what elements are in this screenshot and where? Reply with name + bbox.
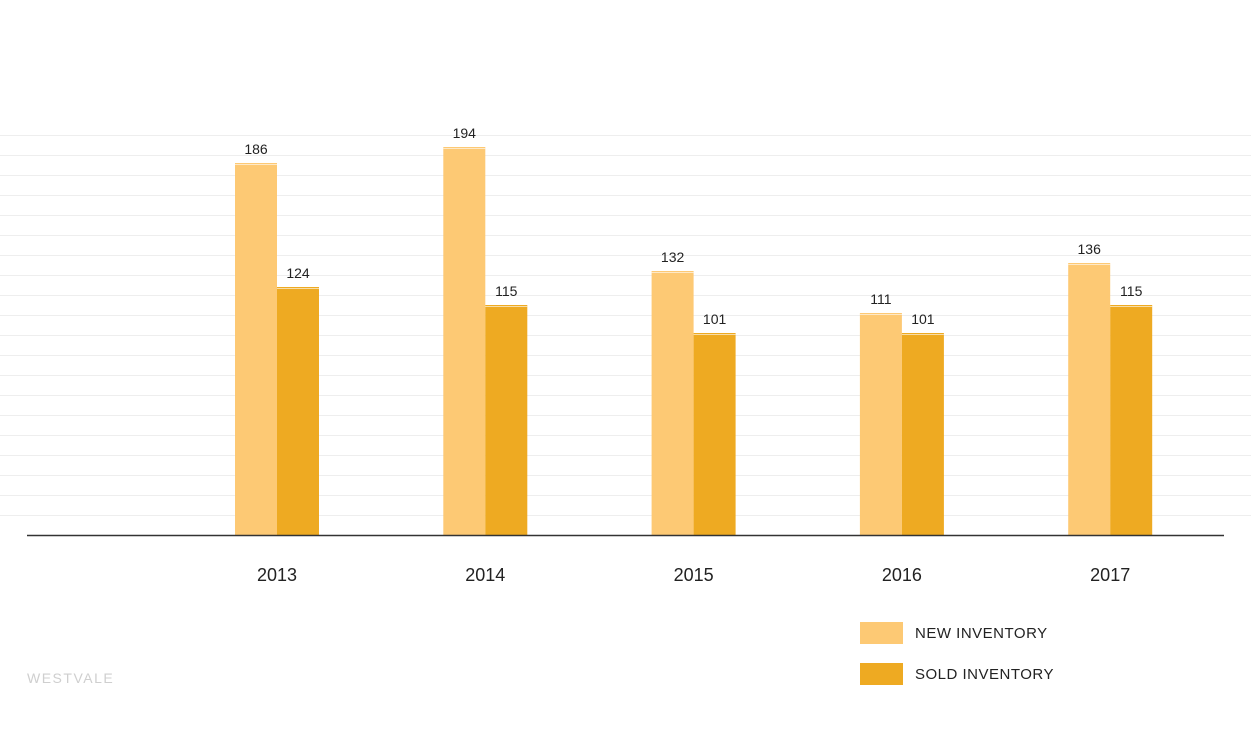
legend-item-new-inventory: NEW INVENTORY: [860, 622, 1054, 644]
x-tick-label-2013: 2013: [257, 565, 297, 585]
data-label-new-2017: 136: [1078, 241, 1102, 257]
x-tick-label-2015: 2015: [674, 565, 714, 585]
bar-sold-2014: [485, 305, 528, 535]
data-label-new-2013: 186: [244, 141, 268, 157]
x-tick-label-2017: 2017: [1090, 565, 1130, 585]
data-label-new-2016: 111: [870, 291, 891, 307]
brand-logo-text: WESTVALE: [27, 670, 115, 686]
bar-sold-2017: [1110, 305, 1153, 535]
legend: NEW INVENTORY SOLD INVENTORY: [860, 622, 1054, 704]
legend-swatch-new: [860, 622, 903, 644]
bar-new-2017: [1068, 263, 1111, 535]
bar-new-2013: [235, 163, 277, 535]
bar-sold-2016: [901, 333, 944, 535]
legend-label-sold: SOLD INVENTORY: [915, 665, 1054, 683]
data-label-sold-2014: 115: [495, 283, 518, 299]
bars: [235, 147, 1153, 535]
bar-sold-2013: [277, 287, 319, 535]
legend-item-sold-inventory: SOLD INVENTORY: [860, 663, 1054, 685]
data-label-new-2014: 194: [453, 125, 477, 141]
data-label-new-2015: 132: [661, 249, 685, 265]
bar-new-2014: [443, 147, 486, 535]
bar-new-2016: [859, 313, 902, 535]
x-tick-labels: 2013 2014 2015 2016 2017: [257, 565, 1130, 585]
data-label-sold-2016: 101: [911, 311, 935, 327]
data-label-sold-2017: 115: [1120, 283, 1143, 299]
data-labels: 186 124 194 115 132 101 111 101 136 115: [244, 125, 1142, 327]
x-tick-label-2014: 2014: [465, 565, 505, 585]
gridlines: [0, 135, 1251, 516]
legend-label-new: NEW INVENTORY: [915, 624, 1048, 642]
bar-new-2015: [651, 271, 694, 535]
bar-sold-2015: [693, 333, 736, 535]
data-label-sold-2015: 101: [703, 311, 727, 327]
data-label-sold-2013: 124: [286, 265, 310, 281]
legend-swatch-sold: [860, 663, 903, 685]
x-tick-label-2016: 2016: [882, 565, 922, 585]
